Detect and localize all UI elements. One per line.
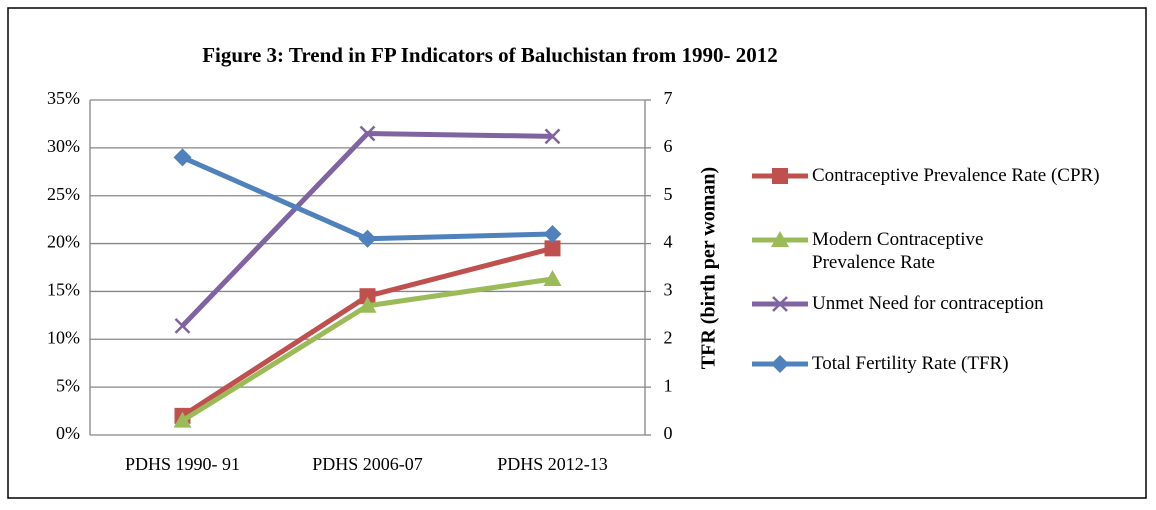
y-tick-label: 5% (56, 375, 80, 395)
y2-tick-label: 0 (664, 423, 673, 443)
y2-tick-label: 7 (664, 88, 673, 108)
series-line (181, 155, 553, 242)
marker (359, 288, 376, 305)
y-tick-label: 20% (47, 232, 80, 252)
y2-tick-label: 6 (664, 136, 673, 156)
series-line (181, 245, 554, 418)
x-tick-label: PDHS 2012-13 (497, 454, 608, 474)
x-tick-label: PDHS 1990- 91 (125, 454, 240, 474)
marker (771, 231, 789, 247)
legend-label: Unmet Need for contraception (812, 293, 1044, 314)
marker (359, 125, 376, 142)
legend-label: Total Fertility Rate (TFR) (812, 353, 1009, 374)
marker (543, 225, 562, 243)
marker (174, 318, 191, 334)
y2-tick-label: 3 (664, 280, 673, 300)
chart-border (7, 7, 1147, 499)
marker (772, 168, 788, 184)
chart-title: Figure 3: Trend in FP Indicators of Balu… (202, 43, 778, 67)
y-tick-label: 30% (47, 136, 80, 156)
x-tick-label: PDHS 2006-07 (312, 454, 423, 474)
marker (358, 229, 377, 248)
y2-axis-label: TFR (birth per woman) (698, 167, 720, 369)
y2-tick-label: 2 (664, 327, 673, 347)
marker (772, 296, 788, 312)
marker (544, 240, 561, 257)
marker (771, 355, 789, 373)
y-tick-label: 35% (47, 88, 80, 108)
y2-tick-label: 5 (664, 184, 673, 204)
marker (358, 296, 377, 313)
marker (544, 128, 561, 145)
y-tick-label: 25% (47, 184, 80, 204)
y-tick-label: 15% (47, 280, 80, 300)
y2-tick-label: 4 (664, 232, 673, 252)
y2-tick-label: 1 (664, 375, 673, 395)
legend-label: Modern Contraceptive Prevalence Rate (812, 229, 984, 273)
y-tick-label: 0% (56, 423, 80, 443)
marker (173, 411, 192, 428)
y-tick-label: 10% (47, 327, 80, 347)
legend-label: Contraceptive Prevalence Rate (CPR) (812, 165, 1100, 186)
marker (173, 148, 192, 167)
marker (543, 269, 562, 286)
